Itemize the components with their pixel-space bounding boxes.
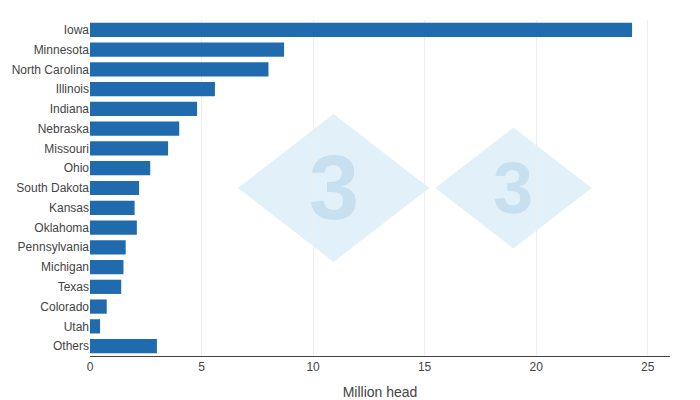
svg-text:Ohio: Ohio [64, 161, 90, 175]
svg-text:Utah: Utah [64, 320, 89, 334]
svg-text:Oklahoma: Oklahoma [34, 221, 89, 235]
svg-text:Iowa: Iowa [64, 23, 90, 37]
svg-text:Kansas: Kansas [49, 201, 89, 215]
svg-text:Pennsylvania: Pennsylvania [18, 240, 90, 254]
svg-text:3: 3 [493, 148, 533, 228]
svg-text:Million head: Million head [343, 384, 418, 400]
svg-text:Illinois: Illinois [56, 82, 89, 96]
svg-text:Nebraska: Nebraska [38, 122, 90, 136]
svg-text:10: 10 [306, 360, 320, 374]
svg-text:Michigan: Michigan [41, 260, 89, 274]
svg-text:Indiana: Indiana [50, 102, 90, 116]
svg-text:Others: Others [53, 339, 89, 353]
svg-text:Colorado: Colorado [40, 300, 89, 314]
svg-text:Minnesota: Minnesota [34, 43, 90, 57]
svg-text:3: 3 [309, 138, 359, 238]
svg-text:0: 0 [87, 360, 94, 374]
svg-text:5: 5 [198, 360, 205, 374]
svg-text:15: 15 [418, 360, 432, 374]
svg-text:North Carolina: North Carolina [12, 63, 90, 77]
svg-text:25: 25 [641, 360, 655, 374]
svg-text:20: 20 [529, 360, 543, 374]
svg-text:Missouri: Missouri [44, 142, 89, 156]
svg-text:South Dakota: South Dakota [16, 181, 89, 195]
svg-text:Texas: Texas [58, 280, 89, 294]
